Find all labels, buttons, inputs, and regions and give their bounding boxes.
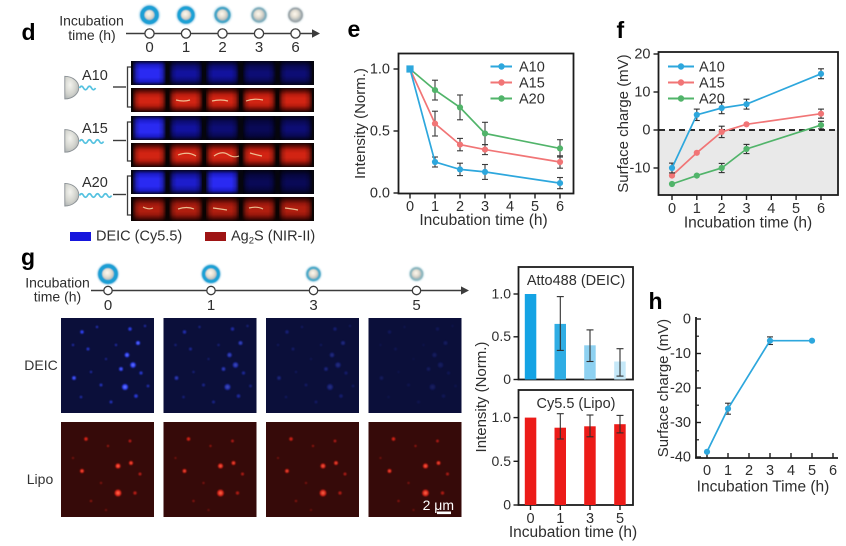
svg-text:0: 0 xyxy=(703,463,711,479)
svg-text:4: 4 xyxy=(787,463,795,479)
svg-text:Intensity (Norm.): Intensity (Norm.) xyxy=(352,68,369,179)
svg-text:Incubation time (h): Incubation time (h) xyxy=(509,524,637,541)
svg-text:Incubation: Incubation xyxy=(25,275,90,291)
svg-text:Surface charge (mV): Surface charge (mV) xyxy=(615,54,632,192)
svg-text:A10: A10 xyxy=(699,60,725,76)
svg-text:Intensity (Norm.): Intensity (Norm.) xyxy=(473,342,490,453)
svg-text:A15: A15 xyxy=(699,76,725,92)
svg-text:2: 2 xyxy=(745,463,753,479)
svg-text:0: 0 xyxy=(406,199,414,215)
svg-text:0.0: 0.0 xyxy=(370,186,390,202)
svg-text:1: 1 xyxy=(724,463,732,479)
svg-text:4: 4 xyxy=(506,199,514,215)
svg-text:1: 1 xyxy=(556,511,564,527)
svg-text:time (h): time (h) xyxy=(68,27,115,43)
svg-text:DEIC (Cy5.5): DEIC (Cy5.5) xyxy=(96,229,182,245)
svg-text:20: 20 xyxy=(634,47,650,63)
svg-text:0: 0 xyxy=(668,201,676,217)
svg-text:1: 1 xyxy=(182,39,190,56)
svg-text:0: 0 xyxy=(503,497,511,513)
svg-text:3: 3 xyxy=(766,463,774,479)
svg-text:A20: A20 xyxy=(519,92,545,108)
svg-text:6: 6 xyxy=(556,199,564,215)
svg-text:4: 4 xyxy=(767,201,775,217)
svg-text:0: 0 xyxy=(683,312,691,328)
svg-text:Cy5.5 (Lipo): Cy5.5 (Lipo) xyxy=(537,396,616,412)
svg-text:-30: -30 xyxy=(670,415,691,431)
svg-text:1.0: 1.0 xyxy=(492,286,512,302)
svg-text:3: 3 xyxy=(255,39,263,56)
svg-text:f: f xyxy=(617,17,625,43)
svg-text:h: h xyxy=(649,288,663,314)
svg-text:Ag2S (NIR-II): Ag2S (NIR-II) xyxy=(231,229,315,247)
svg-text:1.0: 1.0 xyxy=(370,62,390,78)
svg-text:0.5: 0.5 xyxy=(370,124,390,140)
svg-text:1: 1 xyxy=(693,201,701,217)
svg-text:A10: A10 xyxy=(519,60,545,76)
svg-text:Atto488 (DEIC): Atto488 (DEIC) xyxy=(527,273,625,289)
svg-text:Incubation time (h): Incubation time (h) xyxy=(684,215,812,232)
svg-text:3: 3 xyxy=(309,297,317,314)
svg-text:Incubation Time (h): Incubation Time (h) xyxy=(697,479,830,496)
svg-text:Incubation time (h): Incubation time (h) xyxy=(419,212,547,229)
svg-text:d: d xyxy=(22,19,36,45)
svg-text:0.5: 0.5 xyxy=(492,453,512,469)
svg-text:3: 3 xyxy=(481,199,489,215)
svg-text:A15: A15 xyxy=(82,121,108,137)
svg-text:3: 3 xyxy=(586,511,594,527)
svg-text:1.0: 1.0 xyxy=(492,409,512,425)
svg-text:g: g xyxy=(21,244,35,270)
svg-text:A10: A10 xyxy=(82,68,108,84)
svg-text:5: 5 xyxy=(792,201,800,217)
svg-text:Lipo: Lipo xyxy=(27,471,54,487)
svg-text:6: 6 xyxy=(291,39,299,56)
svg-text:2 μm: 2 μm xyxy=(423,497,454,513)
svg-text:DEIC: DEIC xyxy=(24,357,57,373)
svg-text:0: 0 xyxy=(642,123,650,139)
svg-text:0: 0 xyxy=(104,297,112,314)
svg-text:-10: -10 xyxy=(670,346,691,362)
svg-text:1: 1 xyxy=(431,199,439,215)
svg-text:Incubation: Incubation xyxy=(59,13,124,29)
svg-text:3: 3 xyxy=(742,201,750,217)
svg-text:10: 10 xyxy=(634,85,650,101)
svg-text:0.5: 0.5 xyxy=(492,328,512,344)
svg-text:2: 2 xyxy=(218,39,226,56)
svg-text:e: e xyxy=(348,16,361,42)
svg-text:6: 6 xyxy=(829,463,837,479)
svg-text:6: 6 xyxy=(817,201,825,217)
svg-text:A20: A20 xyxy=(699,92,725,108)
svg-text:2: 2 xyxy=(456,199,464,215)
svg-text:0: 0 xyxy=(526,511,534,527)
svg-text:A15: A15 xyxy=(519,76,545,92)
svg-text:-10: -10 xyxy=(630,161,651,177)
svg-text:5: 5 xyxy=(412,297,420,314)
svg-text:2: 2 xyxy=(718,201,726,217)
svg-text:5: 5 xyxy=(531,199,539,215)
svg-text:-40: -40 xyxy=(670,450,691,466)
svg-text:0: 0 xyxy=(145,39,153,56)
svg-text:0: 0 xyxy=(503,371,511,387)
svg-text:time (h): time (h) xyxy=(34,289,81,305)
svg-text:5: 5 xyxy=(616,511,624,527)
svg-text:-20: -20 xyxy=(670,381,691,397)
svg-text:5: 5 xyxy=(808,463,816,479)
svg-text:Surface charge (mV): Surface charge (mV) xyxy=(655,319,672,457)
svg-text:A20: A20 xyxy=(82,175,108,191)
svg-text:1: 1 xyxy=(207,297,215,314)
